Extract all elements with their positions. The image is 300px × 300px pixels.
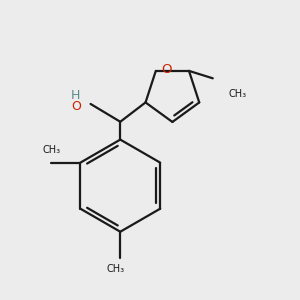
Text: O: O bbox=[71, 100, 81, 113]
Text: CH₃: CH₃ bbox=[43, 145, 61, 155]
Text: CH₃: CH₃ bbox=[229, 88, 247, 98]
Text: H: H bbox=[71, 88, 80, 102]
Text: CH₃: CH₃ bbox=[107, 264, 125, 274]
Text: O: O bbox=[161, 63, 172, 76]
